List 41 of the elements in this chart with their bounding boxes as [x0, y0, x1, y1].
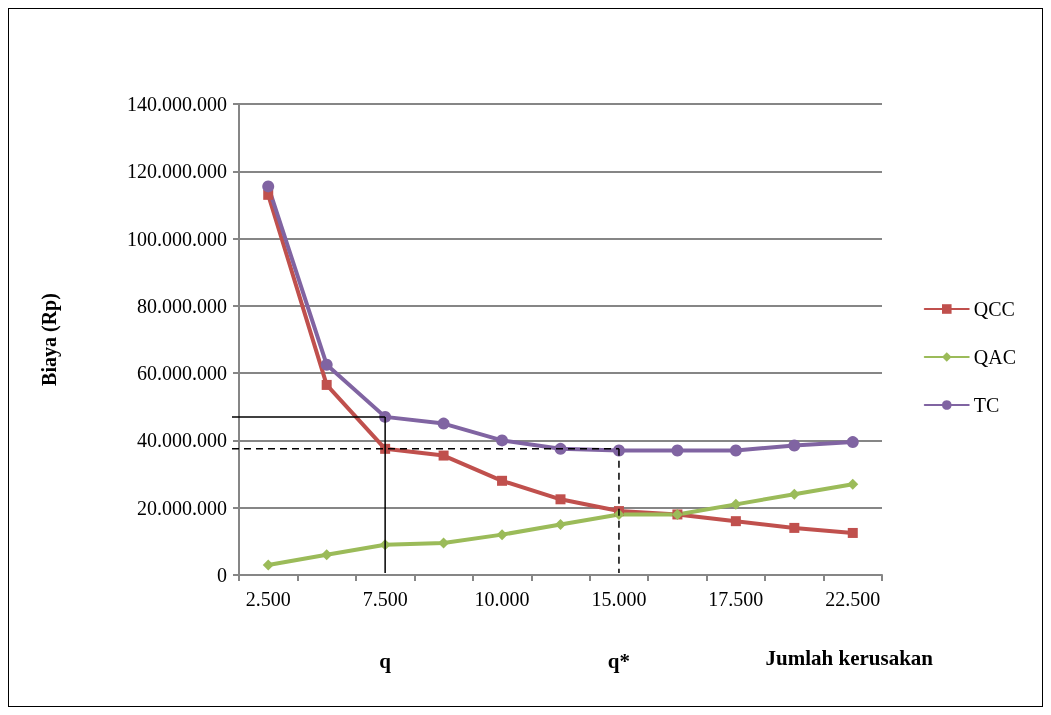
y-tick-label: 0: [217, 564, 227, 586]
y-tick-label: 40.000.000: [137, 429, 227, 452]
y-tick-label: 60.000.000: [137, 362, 227, 385]
point: [496, 529, 508, 541]
point: [788, 439, 801, 452]
y-tick-label: 20.000.000: [137, 496, 227, 519]
x-tick-label: 7.500: [362, 588, 408, 610]
point: [555, 519, 566, 531]
legend-label: TC: [973, 394, 1000, 416]
point: [789, 522, 800, 533]
text: q: [379, 649, 392, 673]
point: [730, 498, 742, 510]
point: [729, 444, 742, 457]
legend-label: QCC: [973, 298, 1015, 320]
y-axis-title: Biaya (Rp): [38, 293, 61, 386]
point: [496, 434, 509, 447]
y-tick-label: 120.000.000: [127, 160, 227, 183]
point: [671, 444, 684, 457]
point: [730, 516, 741, 527]
point: [438, 450, 449, 461]
y-tick-label: 100.000.000: [127, 227, 227, 250]
point: [847, 527, 858, 538]
x-tick-label: 10.000: [474, 588, 530, 610]
point: [555, 494, 566, 505]
point: [497, 475, 508, 486]
x-tick-label: 17.500: [708, 588, 764, 610]
y-tick-label: 80.000.000: [137, 294, 227, 317]
y-tick-label: 140.000.000: [127, 93, 227, 115]
point: [847, 478, 859, 490]
legend-label: QAC: [973, 346, 1017, 368]
point: [321, 379, 332, 390]
text: q*: [607, 649, 631, 673]
point: [262, 180, 275, 193]
point: [437, 417, 450, 430]
point: [320, 358, 333, 371]
x-tick-label: 22.500: [825, 588, 881, 610]
x-tick-label: 15.000: [591, 588, 647, 610]
x-tick-label: 2.500: [245, 588, 291, 610]
point: [846, 436, 859, 449]
point: [262, 559, 274, 571]
x-axis-title: Jumlah kerusakan: [765, 645, 934, 670]
